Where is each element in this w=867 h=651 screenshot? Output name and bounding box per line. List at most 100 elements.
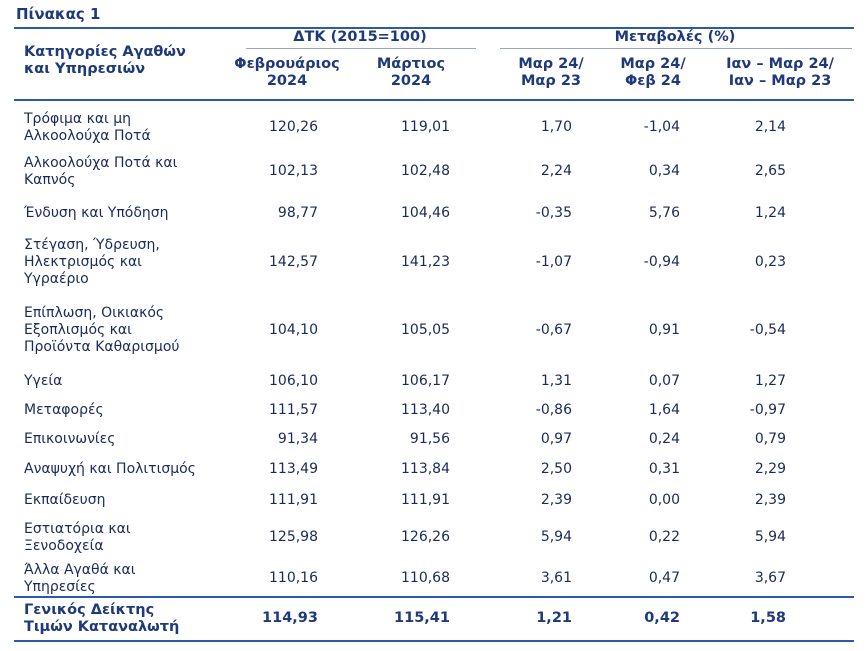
header-col-feb-line-2: 2024 xyxy=(266,73,308,89)
table-row: Αλκοολούχα Ποτά και Καπνός 102,13 102,48 2,2… xyxy=(0,147,867,189)
row-category: Αλκοολούχα Ποτά και Καπνός xyxy=(24,155,177,189)
cell-mom: 0,34 xyxy=(648,163,680,179)
row-category-line: Ηλεκτρισμός και xyxy=(24,254,142,270)
table-title: Πίνακας 1 xyxy=(16,5,101,23)
header-col-ytd-line-2: Ιαν – Μαρ 23 xyxy=(728,73,832,89)
row-category: Τρόφιμα και μη Αλκοολούχα Ποτά xyxy=(24,111,151,145)
group-cpi-rule xyxy=(246,48,476,49)
table-row: Ένδυση και Υπόδηση 98,77 104,46 -0,35 5,76 1,… xyxy=(0,197,867,221)
top-rule xyxy=(14,27,854,29)
row-category: Μεταφορές xyxy=(24,402,104,419)
cell-mar: 104,46 xyxy=(401,205,450,221)
cell-feb: 120,26 xyxy=(269,119,318,135)
cell-mar: 113,84 xyxy=(401,461,450,477)
header-group-changes: Μεταβολές (%) xyxy=(614,29,736,45)
cell-ytd: 3,67 xyxy=(754,570,786,586)
row-category: Επίπλωση, Οικιακός Εξοπλισμός και Προϊόντα… xyxy=(24,305,179,356)
row-category: Στέγαση, Ύδρευση, Ηλεκτρισμός και Υγραέριο xyxy=(24,237,160,288)
group-changes-rule xyxy=(500,48,852,49)
header-category-line-2: και Υπηρεσιών xyxy=(24,61,146,77)
cell-mom: 0,31 xyxy=(648,461,680,477)
cell-ytd: 2,14 xyxy=(754,119,786,135)
cell-yoy: -1,07 xyxy=(535,254,572,270)
cell-yoy: 0,97 xyxy=(540,431,572,447)
total-yoy: 1,21 xyxy=(536,610,572,626)
table-row: Αναψυχή και Πολιτισμός 113,49 113,84 2,50 0,… xyxy=(0,453,867,477)
header-col-mom-line-1: Μαρ 24/ xyxy=(620,56,686,72)
header-col-mom-line-2: Φεβ 24 xyxy=(624,73,681,89)
row-category: Αναψυχή και Πολιτισμός xyxy=(24,461,196,478)
cell-mom: 1,64 xyxy=(648,402,680,418)
cell-ytd: 2,39 xyxy=(754,492,786,508)
cell-yoy: 1,70 xyxy=(540,119,572,135)
cell-feb: 91,34 xyxy=(277,431,318,447)
table-row: Μεταφορές 111,57 113,40 -0,86 1,64 -0,97 xyxy=(0,394,867,418)
cell-feb: 111,57 xyxy=(269,402,318,418)
header-col-mom: Μαρ 24/ Φεβ 24 xyxy=(598,56,708,90)
row-category-line: Επικοινωνίες xyxy=(24,431,116,447)
row-category-line: Εκπαίδευση xyxy=(24,492,106,508)
row-category: Εστιατόρια και Ξενοδοχεία xyxy=(24,521,131,555)
header-col-yoy-line-1: Μαρ 24/ xyxy=(518,56,584,72)
cell-feb: 125,98 xyxy=(269,529,318,545)
table-row: Υγεία 106,10 106,17 1,31 0,07 1,27 xyxy=(0,365,867,389)
row-category-line: Υπηρεσίες xyxy=(24,579,96,595)
cell-mar: 102,48 xyxy=(401,163,450,179)
header-col-yoy-line-2: Μαρ 23 xyxy=(521,73,581,89)
header-col-ytd: Ιαν – Μαρ 24/ Ιαν – Μαρ 23 xyxy=(707,56,853,90)
cell-feb: 142,57 xyxy=(269,254,318,270)
cell-mom: 0,07 xyxy=(648,373,680,389)
row-category-line: Ένδυση και Υπόδηση xyxy=(24,205,169,221)
row-category-line: Αλκοολούχα Ποτά και xyxy=(24,155,178,171)
row-category: Άλλα Αγαθά και Υπηρεσίες xyxy=(24,562,136,596)
total-row: Γενικός Δείκτης Τιμών Καταναλωτή 114,93 … xyxy=(0,601,867,637)
row-category-line: Αναψυχή και Πολιτισμός xyxy=(24,461,196,477)
cell-ytd: 1,24 xyxy=(754,205,786,221)
total-rule xyxy=(14,596,854,598)
header-group-cpi: ΔΤΚ (2015=100) xyxy=(293,29,427,45)
cell-mom: 0,24 xyxy=(648,431,680,447)
bottom-rule xyxy=(14,640,854,642)
cell-mom: -0,94 xyxy=(643,254,680,270)
row-category-line: Μεταφορές xyxy=(24,402,104,418)
table-row: Επίπλωση, Οικιακός Εξοπλισμός και Προϊόντα… xyxy=(0,297,867,357)
cell-feb: 104,10 xyxy=(269,322,318,338)
row-category-line: Ξενοδοχεία xyxy=(24,538,104,554)
cell-mar: 111,91 xyxy=(401,492,450,508)
header-col-feb: Φεβρουάριος 2024 xyxy=(222,56,352,90)
row-category-line: Εστιατόρια και xyxy=(24,521,131,537)
cell-ytd: 0,79 xyxy=(754,431,786,447)
cell-mar: 91,56 xyxy=(409,431,450,447)
total-feb: 114,93 xyxy=(262,610,318,626)
cell-mar: 106,17 xyxy=(401,373,450,389)
cell-mom: -1,04 xyxy=(643,119,680,135)
total-mom: 0,42 xyxy=(644,610,680,626)
cell-feb: 110,16 xyxy=(269,570,318,586)
cell-feb: 98,77 xyxy=(277,205,318,221)
cell-mar: 113,40 xyxy=(401,402,450,418)
cell-feb: 106,10 xyxy=(269,373,318,389)
cell-mom: 0,91 xyxy=(648,322,680,338)
cell-yoy: -0,35 xyxy=(535,205,572,221)
header-col-mar-line-2: 2024 xyxy=(390,73,432,89)
row-category-line: Επίπλωση, Οικιακός xyxy=(24,305,165,321)
cell-mom: 0,00 xyxy=(648,492,680,508)
cell-mar: 126,26 xyxy=(401,529,450,545)
row-category-line: Καπνός xyxy=(24,172,76,188)
row-category: Εκπαίδευση xyxy=(24,492,105,509)
table-row: Στέγαση, Ύδρευση, Ηλεκτρισμός και Υγραέριο… xyxy=(0,229,867,289)
cell-yoy: 1,31 xyxy=(540,373,572,389)
cell-yoy: 2,50 xyxy=(540,461,572,477)
cell-yoy: 2,24 xyxy=(540,163,572,179)
row-category: Υγεία xyxy=(24,373,62,390)
cell-ytd: 1,27 xyxy=(754,373,786,389)
cell-ytd: 5,94 xyxy=(754,529,786,545)
cell-yoy: 5,94 xyxy=(540,529,572,545)
cell-mar: 110,68 xyxy=(401,570,450,586)
table-row: Άλλα Αγαθά και Υπηρεσίες 110,16 110,68 3,61 0… xyxy=(0,554,867,596)
cell-mar: 119,01 xyxy=(401,119,450,135)
row-category-line: Υγραέριο xyxy=(24,271,89,287)
cell-ytd: 2,65 xyxy=(754,163,786,179)
cell-mom: 0,47 xyxy=(648,570,680,586)
cell-yoy: 2,39 xyxy=(540,492,572,508)
